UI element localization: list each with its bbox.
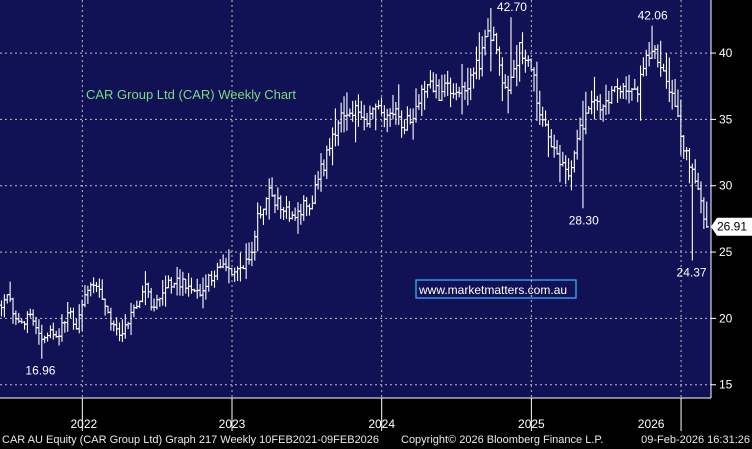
price-annotation: 42.06 <box>638 9 668 23</box>
y-tick-label: 25 <box>719 245 733 259</box>
last-price-label: 26.91 <box>717 220 747 234</box>
y-tick-label: 15 <box>719 378 733 392</box>
footer-bar: CAR AU Equity (CAR Group Ltd) Graph 217 … <box>0 431 752 449</box>
y-tick-label: 30 <box>719 179 733 193</box>
y-axis: 15 20 25 30 35 40 <box>711 46 733 392</box>
footer-security-info: CAR AU Equity (CAR Group Ltd) Graph 217 … <box>2 434 380 446</box>
x-tick-label: 2023 <box>219 417 246 431</box>
watermark-text[interactable]: www.marketmatters.com.au <box>418 283 567 297</box>
last-price-marker: 26.91 <box>711 217 752 236</box>
annotations: 16.96 42.70 28.30 42.06 24.37 <box>25 0 706 377</box>
x-tick-label: 2025 <box>518 417 545 431</box>
price-annotation: 28.30 <box>569 213 599 227</box>
y-tick-label: 35 <box>719 112 733 126</box>
last-price-arrow <box>711 217 752 236</box>
x-axis: 2022 2023 2024 2025 2026 <box>70 398 682 431</box>
y-tick-label: 20 <box>719 311 733 325</box>
plot-area <box>0 0 711 398</box>
price-annotation: 16.96 <box>25 364 55 378</box>
chart-title: CAR Group Ltd (CAR) Weekly Chart <box>86 87 296 102</box>
price-bars <box>0 7 709 359</box>
watermark-box <box>415 279 577 299</box>
footer-timestamp: 09-Feb-2026 16:31:26 <box>641 434 750 446</box>
price-annotation: 24.37 <box>677 265 707 279</box>
price-annotation: 42.70 <box>497 0 527 14</box>
watermark: www.marketmatters.com.au <box>415 279 577 299</box>
footer-copyright: Copyright© 2026 Bloomberg Finance L.P. <box>401 434 604 446</box>
y-tick-label: 40 <box>719 46 733 60</box>
x-tick-label: 2022 <box>70 417 97 431</box>
price-bar <box>704 201 709 228</box>
x-tick-label: 2024 <box>368 417 395 431</box>
x-tick-label: 2026 <box>638 417 665 431</box>
